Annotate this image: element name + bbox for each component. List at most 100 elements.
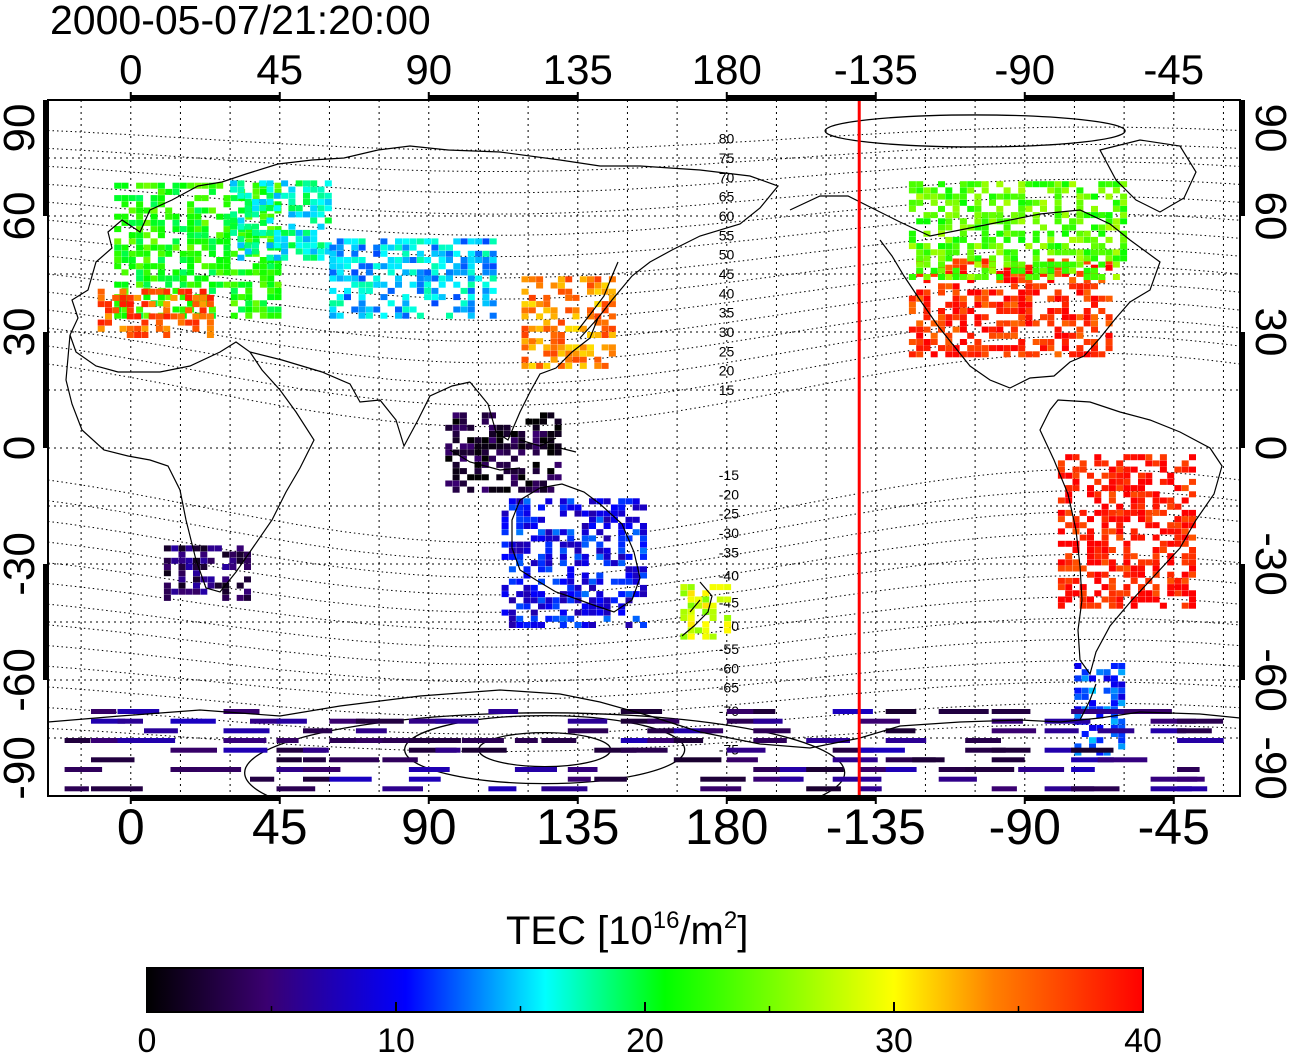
tec-cell	[351, 281, 359, 288]
tec-cell	[1003, 301, 1011, 308]
tec-cell	[496, 449, 504, 456]
tec-cell	[1174, 485, 1182, 492]
tec-cell	[310, 248, 318, 255]
tec-cell	[1123, 466, 1131, 473]
tec-cell	[1189, 491, 1196, 498]
tec-cell	[303, 186, 310, 193]
contour-label: 70	[719, 169, 735, 185]
tec-cell	[1054, 199, 1062, 206]
top-longitude-labels: 0 45 90 135 180 -135 -90 -45	[119, 46, 1204, 93]
tec-cell	[974, 295, 982, 302]
tec-cell	[908, 308, 916, 314]
top-longitude-label: -135	[834, 46, 918, 93]
tec-cell	[1032, 289, 1040, 296]
tec-cell	[603, 535, 611, 542]
tec-cell	[1110, 731, 1118, 737]
tec-cell	[687, 633, 695, 640]
tec-cell	[1018, 193, 1026, 200]
tec-cell	[259, 281, 267, 288]
tec-cell	[303, 236, 310, 243]
tec-cell	[223, 281, 231, 288]
tec-cell	[1032, 274, 1040, 280]
tec-cell	[1071, 747, 1114, 753]
tec-cell	[1098, 243, 1106, 250]
tec-cell	[1101, 516, 1109, 523]
bottom-longitude-labels: 0 45 90 135 180 -135 -90 -45	[117, 799, 1210, 855]
tec-cell	[989, 261, 996, 268]
tec-cell	[687, 627, 695, 634]
tec-cell	[496, 443, 504, 450]
tec-cell	[424, 275, 432, 282]
tec-cell	[136, 281, 144, 288]
tec-cell	[503, 443, 511, 450]
tec-cell	[435, 747, 461, 753]
tec-cell	[516, 516, 524, 523]
tec-cell	[673, 757, 722, 763]
tec-cell	[1094, 553, 1102, 560]
tec-cell	[1040, 205, 1047, 212]
tec-cell	[503, 449, 511, 456]
tec-cell	[967, 249, 975, 256]
tec-cell	[521, 338, 529, 345]
tec-cell	[105, 301, 112, 308]
tec-cell	[163, 557, 171, 564]
tec-cell	[543, 362, 551, 369]
left-latitude-label: 0	[0, 436, 44, 460]
tec-cell	[709, 584, 717, 591]
tec-cell	[618, 560, 626, 567]
tec-cell	[144, 728, 178, 734]
tec-cell	[574, 541, 582, 548]
tec-cell	[178, 582, 186, 589]
tec-cell	[1010, 283, 1018, 290]
tec-cell	[1047, 277, 1055, 284]
tec-cell	[141, 319, 149, 326]
tec-cell	[589, 523, 596, 529]
tec-cell	[459, 412, 467, 419]
tec-cell	[528, 301, 536, 308]
left-latitude-label: 30	[0, 308, 44, 357]
tec-cell	[143, 294, 151, 301]
contour-label: -40	[719, 568, 739, 584]
tec-cell	[474, 455, 482, 462]
tec-cell	[126, 332, 134, 338]
tec-cell	[981, 218, 989, 225]
tec-cell	[1010, 308, 1018, 314]
tec-cell	[1057, 584, 1065, 591]
tec-cell	[380, 294, 388, 301]
tec-cell	[1130, 485, 1138, 492]
tec-cell	[1076, 199, 1084, 206]
top-longitude-label: 135	[543, 46, 613, 93]
tec-cell	[445, 449, 453, 456]
tec-cell	[431, 263, 439, 270]
tec-cell	[1083, 351, 1091, 358]
tec-cell	[155, 313, 163, 320]
tec-cell	[336, 300, 344, 307]
tec-cell	[317, 248, 325, 255]
tec-cell	[358, 306, 366, 313]
tec-cell	[179, 294, 187, 301]
tec-cell	[1091, 301, 1098, 308]
tec-cell	[608, 276, 616, 283]
tec-cell	[193, 576, 200, 583]
tec-cell	[194, 238, 202, 245]
tec-cell	[1110, 681, 1118, 688]
tec-cell	[252, 269, 260, 276]
tec-cell	[1061, 267, 1069, 274]
tec-cell	[596, 553, 604, 560]
tec-cell	[1118, 693, 1126, 700]
tec-cell	[121, 281, 129, 288]
tec-cell	[1181, 602, 1189, 609]
tec-cell	[1118, 700, 1126, 707]
tec-cell	[489, 431, 496, 437]
tec-cell	[1065, 509, 1073, 516]
tec-cell	[923, 277, 931, 284]
tec-cell	[172, 244, 180, 251]
tec-cell	[916, 289, 924, 296]
tec-cell	[1174, 534, 1182, 541]
tec-cell	[1105, 339, 1113, 345]
tec-cell	[1159, 454, 1167, 461]
tec-cell	[416, 257, 424, 263]
tec-cell	[1145, 516, 1153, 523]
tec-cell	[550, 356, 558, 363]
tec-cell	[317, 192, 325, 199]
